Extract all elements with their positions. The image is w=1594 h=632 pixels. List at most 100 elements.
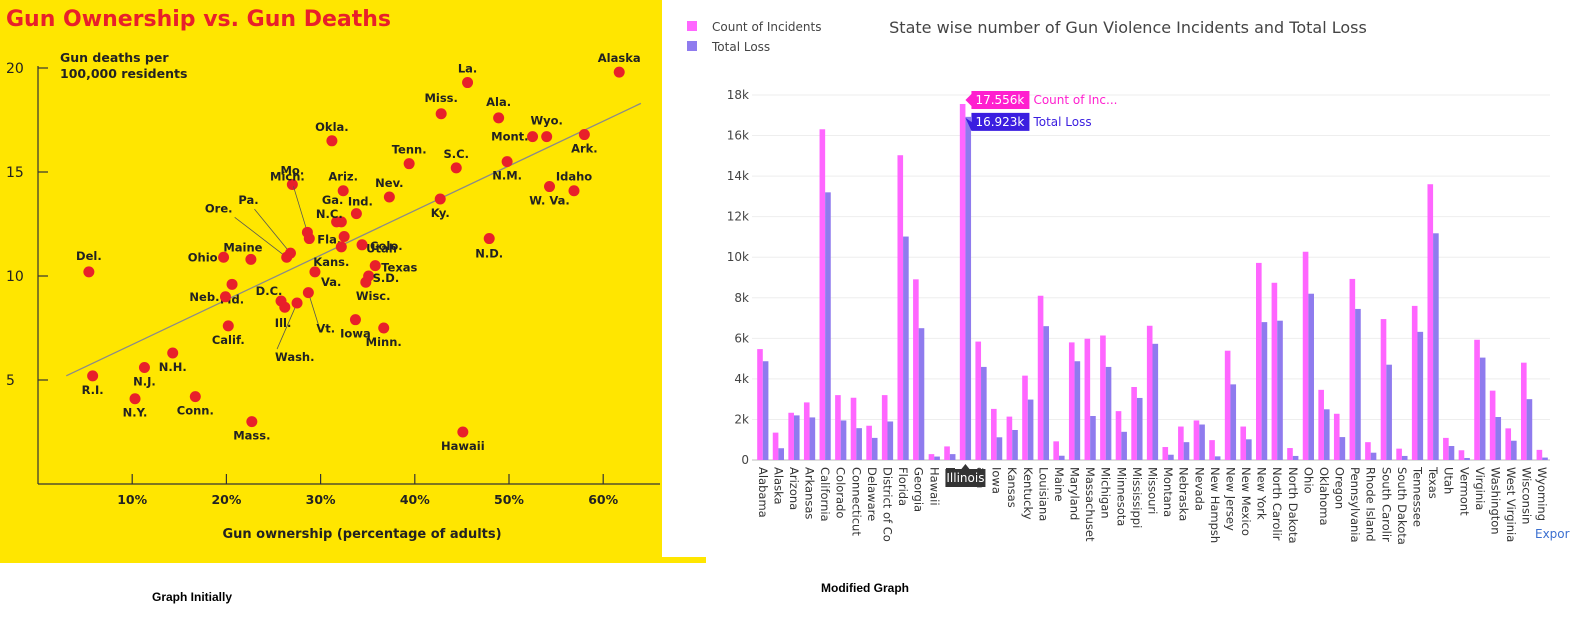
bar-total-loss[interactable] [1277,320,1283,460]
bar-total-loss[interactable] [871,437,878,460]
bar-total-loss[interactable] [1355,308,1361,460]
bar-total-loss[interactable] [1105,366,1112,460]
bar-total-loss[interactable] [1511,440,1517,460]
bar-total-loss[interactable] [1448,446,1455,460]
bar-count-of-incidents[interactable] [1178,426,1184,460]
bar-count-of-incidents[interactable] [1006,416,1013,460]
bar-count-of-incidents[interactable] [944,446,950,460]
bar-total-loss[interactable] [809,417,816,460]
bar-total-loss[interactable] [1090,415,1096,460]
bar-total-loss[interactable] [1183,442,1190,460]
bar-total-loss[interactable] [1339,437,1346,460]
bar-total-loss[interactable] [1308,293,1314,460]
bar-count-of-incidents[interactable] [1521,362,1527,460]
bar-count-of-incidents[interactable] [881,395,888,460]
bar-count-of-incidents[interactable] [1271,282,1278,460]
bar-count-of-incidents[interactable] [819,129,826,460]
bar-total-loss[interactable] [778,448,784,460]
bar-total-loss[interactable] [996,437,1003,460]
export-link[interactable]: Expor [1535,527,1570,541]
bar-total-loss[interactable] [1136,397,1143,460]
bar-count-of-incidents[interactable] [1100,335,1106,460]
bar-count-of-incidents[interactable] [1396,448,1402,460]
bar-count-of-incidents[interactable] [959,104,966,461]
bar-count-of-incidents[interactable] [1427,184,1434,460]
bar-count-of-incidents[interactable] [1022,375,1028,460]
bar-total-loss[interactable] [1199,424,1205,460]
bar-count-of-incidents[interactable] [866,425,872,460]
bar-total-loss[interactable] [1464,457,1470,460]
bar-total-loss[interactable] [1417,331,1424,460]
bar-count-of-incidents[interactable] [772,432,779,460]
bar-count-of-incidents[interactable] [1302,251,1309,460]
bar-total-loss[interactable] [1370,452,1377,460]
bar-total-loss[interactable] [1526,399,1533,460]
bar-count-of-incidents[interactable] [1240,426,1247,460]
bar-total-loss[interactable] [1121,431,1127,460]
bar-total-loss[interactable] [1058,455,1065,460]
bar-total-loss[interactable] [918,328,925,460]
bar-count-of-incidents[interactable] [1068,342,1075,460]
bar-count-of-incidents[interactable] [757,349,763,460]
bar-count-of-incidents[interactable] [975,341,982,460]
bar-count-of-incidents[interactable] [1053,441,1059,460]
bar-total-loss[interactable] [1230,384,1237,460]
bar-count-of-incidents[interactable] [1380,319,1387,460]
bar-total-loss[interactable] [1074,361,1081,460]
bar-total-loss[interactable] [1433,233,1439,460]
bar-total-loss[interactable] [1261,322,1268,460]
bar-total-loss[interactable] [1152,343,1159,460]
bar-count-of-incidents[interactable] [1365,442,1371,460]
bar-total-loss[interactable] [762,361,769,460]
bar-count-of-incidents[interactable] [1411,305,1418,460]
legend-item[interactable]: Total Loss [687,40,770,54]
bar-total-loss[interactable] [981,366,987,460]
bar-count-of-incidents[interactable] [928,454,935,460]
bar-total-loss[interactable] [934,456,940,460]
bar-total-loss[interactable] [825,192,831,461]
bar-count-of-incidents[interactable] [1084,338,1091,460]
bar-total-loss[interactable] [887,421,894,460]
bar-total-loss[interactable] [1012,429,1018,460]
bar-total-loss[interactable] [856,428,862,460]
bar-count-of-incidents[interactable] [850,397,857,460]
bar-count-of-incidents[interactable] [1115,411,1122,460]
bar-count-of-incidents[interactable] [1256,262,1262,460]
bar-total-loss[interactable] [793,415,800,460]
bar-total-loss[interactable] [1168,454,1174,460]
bar-total-loss[interactable] [903,236,909,460]
bar-count-of-incidents[interactable] [1349,278,1356,460]
bar-total-loss[interactable] [1479,357,1486,460]
bar-count-of-incidents[interactable] [1209,440,1215,460]
bar-count-of-incidents[interactable] [803,402,810,460]
bar-total-loss[interactable] [1043,326,1049,460]
bar-total-loss[interactable] [1214,456,1221,460]
bar-count-of-incidents[interactable] [1333,413,1340,460]
bar-total-loss[interactable] [1401,455,1408,460]
bar-count-of-incidents[interactable] [1146,325,1153,460]
bar-total-loss[interactable] [1246,439,1252,460]
bar-count-of-incidents[interactable] [1536,449,1543,460]
bar-total-loss[interactable] [1495,417,1502,460]
bar-total-loss[interactable] [1542,457,1548,460]
bar-total-loss[interactable] [1292,455,1299,460]
bar-total-loss[interactable] [965,116,972,460]
bar-count-of-incidents[interactable] [1287,448,1293,460]
bar-total-loss[interactable] [1386,364,1392,460]
bar-total-loss[interactable] [1027,399,1034,460]
bar-count-of-incidents[interactable] [835,395,841,460]
bar-total-loss[interactable] [949,454,956,460]
bar-count-of-incidents[interactable] [1489,390,1496,460]
bar-count-of-incidents[interactable] [1224,350,1231,460]
bar-total-loss[interactable] [1323,409,1330,460]
bar-count-of-incidents[interactable] [788,412,794,460]
bar-count-of-incidents[interactable] [1474,339,1480,460]
bar-count-of-incidents[interactable] [1193,420,1200,460]
legend-item[interactable]: Count of Incidents [687,20,821,34]
bar-count-of-incidents[interactable] [1458,450,1465,460]
bar-count-of-incidents[interactable] [991,408,997,460]
bar-count-of-incidents[interactable] [1318,389,1324,460]
bar-count-of-incidents[interactable] [1037,295,1044,460]
bar-count-of-incidents[interactable] [1505,428,1512,460]
bar-count-of-incidents[interactable] [1131,387,1137,460]
